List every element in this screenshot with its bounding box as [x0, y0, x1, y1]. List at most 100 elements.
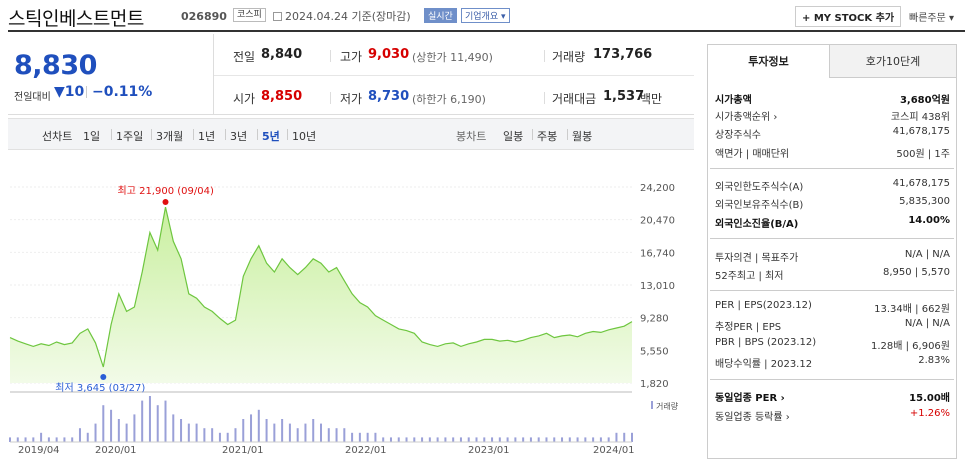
price-line — [9, 206, 633, 368]
volume-bar — [312, 419, 315, 442]
period-1[interactable]: 1주일 — [116, 130, 144, 143]
info-row-value: 2.83% — [918, 355, 950, 366]
info-row-label: 외국인한도주식수(A) — [715, 182, 804, 193]
period-2[interactable]: 3개월 — [156, 130, 184, 143]
open-value: 8,850 — [261, 89, 303, 104]
open-label: 시가 — [233, 92, 256, 106]
volume-bar — [444, 437, 447, 442]
period-separator — [532, 129, 533, 140]
volume-bar — [467, 437, 470, 442]
period-5[interactable]: 5년 — [262, 130, 280, 143]
volume-bar — [257, 409, 260, 442]
x-tick-label: 2020/01 — [95, 445, 137, 456]
x-tick-label: 2019/04 — [18, 445, 60, 456]
high-label: 최고 21,900 (09/04) — [118, 185, 214, 197]
sep — [544, 92, 545, 104]
volume-bar — [623, 432, 626, 442]
y-tick-label: 16,740 — [640, 248, 675, 259]
info-row-value: 5,835,300 — [899, 196, 950, 207]
info-row-value: 14.00% — [908, 215, 950, 226]
volume-bar — [320, 423, 322, 442]
period-3[interactable]: 1년 — [198, 130, 216, 143]
low-marker — [100, 374, 107, 381]
info-row-label[interactable]: 동일업종 등락률 › — [715, 412, 790, 423]
volume-bar — [125, 423, 128, 442]
candle-period-0[interactable]: 일봉 — [503, 130, 524, 143]
volume-bar — [195, 423, 198, 442]
period-0[interactable]: 1일 — [83, 130, 101, 143]
volume-bar — [148, 396, 151, 442]
info-row-value: 15.00배 — [909, 393, 950, 404]
diff-percent: −0.11% — [92, 84, 153, 100]
volume-bar — [47, 437, 50, 442]
volume-bar — [133, 414, 136, 442]
volume-bar — [522, 437, 525, 442]
sep — [330, 92, 331, 104]
amount-unit: 백만 — [640, 92, 663, 106]
y-tick-label: 9,280 — [640, 314, 669, 325]
amount-label: 거래대금 — [552, 92, 597, 106]
volume-bar — [273, 423, 276, 442]
tab-investment-info[interactable]: 투자정보 — [708, 45, 830, 78]
tab-order-book[interactable]: 호가10단계 — [830, 45, 956, 78]
sep — [330, 50, 331, 62]
volume-bar — [576, 437, 579, 442]
x-tick-label: 2022/01 — [345, 445, 387, 456]
info-row-label[interactable]: 시가총액순위 › — [715, 112, 778, 123]
period-separator — [151, 129, 152, 140]
y-tick-label: 1,820 — [640, 379, 669, 390]
volume-bar — [250, 414, 253, 442]
info-row-value: 500원 | 1주 — [896, 149, 950, 160]
volume-bar — [110, 409, 113, 442]
volume-bar — [327, 428, 330, 442]
current-price: 8,830 — [14, 50, 97, 81]
volume-bar — [156, 405, 159, 442]
y-tick-label: 24,200 — [640, 183, 675, 194]
y-tick-label: 13,010 — [640, 281, 675, 292]
low-value: 8,730 — [368, 89, 410, 104]
volume-bar — [483, 437, 486, 442]
volume-bar — [343, 428, 346, 442]
candle-chart-label: 봉차트 — [456, 130, 487, 143]
volume-bar — [172, 414, 175, 442]
diff-divider — [86, 86, 87, 98]
info-row-value: 41,678,175 — [892, 126, 950, 137]
info-row-label[interactable]: 동일업종 PER › — [715, 393, 785, 404]
realtime-button[interactable]: 실시간 — [424, 8, 457, 23]
volume-bar — [55, 437, 58, 442]
volume-bar — [265, 419, 268, 442]
quick-order-button[interactable]: 빠른주문 ▾ — [909, 13, 954, 24]
volume-bar — [452, 437, 455, 442]
period-separator — [257, 129, 258, 140]
volume-label: 거래량 — [552, 50, 586, 64]
volume-bar — [475, 437, 478, 442]
corp-info-dropdown[interactable]: 기업개요 ▾ — [461, 8, 510, 23]
volume-bar — [234, 428, 237, 442]
my-stock-label: + MY STOCK 추가 — [802, 13, 895, 24]
line-chart-label: 선차트 — [42, 130, 73, 143]
volume-bar — [86, 432, 89, 442]
info-row-label: 시가총액 — [715, 95, 752, 106]
period-6[interactable]: 10년 — [292, 130, 317, 143]
info-row-label: 52주최고 | 최저 — [715, 271, 784, 282]
candle-period-2[interactable]: 월봉 — [572, 130, 593, 143]
volume-bar — [592, 437, 595, 442]
my-stock-add-button[interactable]: + MY STOCK 추가 — [795, 6, 902, 27]
volume-bar — [242, 419, 245, 442]
volume-legend-swatch — [651, 401, 653, 409]
volume-bar — [615, 432, 618, 442]
volume-bar — [631, 432, 633, 442]
diff-label: 전일대비 — [14, 92, 51, 103]
price-panel — [8, 34, 694, 115]
info-row-value: 41,678,175 — [892, 178, 950, 189]
volume-bar — [94, 423, 97, 442]
info-row-label: 액면가 | 매매단위 — [715, 149, 790, 160]
volume-bar — [102, 405, 105, 442]
volume-bar — [40, 432, 43, 442]
info-divider — [710, 290, 954, 291]
stats-divider — [213, 34, 214, 115]
volume-bar — [63, 437, 66, 442]
period-4[interactable]: 3년 — [230, 130, 248, 143]
price-chart[interactable]: 24,200 20,470 16,740 13,010 9,280 5,550 1,820 최… — [8, 158, 698, 458]
candle-period-1[interactable]: 주봉 — [537, 130, 558, 143]
